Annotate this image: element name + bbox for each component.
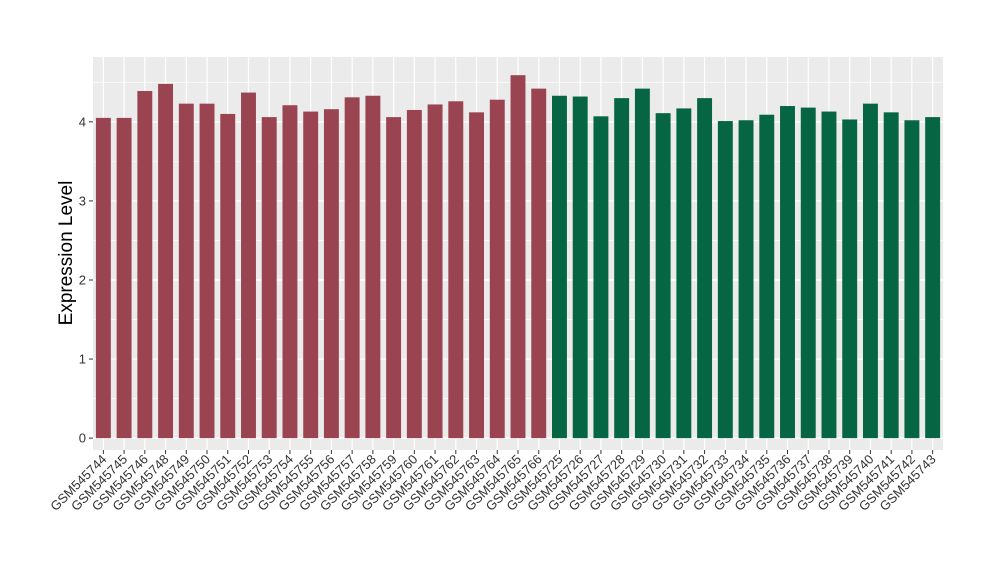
bar-GSM545725 bbox=[552, 95, 567, 439]
bar-GSM545728 bbox=[614, 98, 630, 439]
y-tick-label: 0 bbox=[79, 431, 86, 446]
bar-GSM545738 bbox=[821, 111, 837, 439]
bar-GSM545743 bbox=[925, 117, 941, 439]
bar-GSM545742 bbox=[904, 120, 920, 439]
y-tick-label: 3 bbox=[79, 193, 86, 208]
bar-GSM545731 bbox=[676, 108, 692, 439]
bar-GSM545740 bbox=[862, 103, 878, 439]
bar-GSM545748 bbox=[158, 83, 174, 439]
bar-GSM545749 bbox=[178, 103, 194, 439]
bar-GSM545739 bbox=[842, 119, 858, 439]
bar-GSM545766 bbox=[531, 88, 547, 439]
x-axis: GSM545744GSM545745GSM545746GSM545748GSM5… bbox=[47, 450, 939, 514]
bar-GSM545765 bbox=[510, 75, 526, 439]
bar-GSM545757 bbox=[344, 97, 360, 439]
bar-GSM545764 bbox=[489, 99, 505, 439]
bar-GSM545735 bbox=[759, 114, 775, 439]
bar-GSM545734 bbox=[738, 120, 754, 439]
bar-GSM545730 bbox=[655, 113, 671, 439]
y-tick-label: 4 bbox=[79, 114, 86, 129]
bar-GSM545754 bbox=[282, 105, 298, 439]
bar-GSM545745 bbox=[116, 117, 132, 439]
y-axis-title: Expression Level bbox=[56, 181, 77, 326]
bar-GSM545732 bbox=[697, 98, 713, 439]
bar-GSM545760 bbox=[406, 109, 422, 439]
bar-GSM545752 bbox=[241, 92, 256, 439]
bar-GSM545763 bbox=[469, 112, 484, 439]
y-tick-label: 1 bbox=[79, 352, 86, 367]
bar-GSM545762 bbox=[448, 101, 464, 439]
bar-GSM545744 bbox=[95, 117, 111, 439]
bar-GSM545727 bbox=[593, 116, 609, 439]
bar-GSM545733 bbox=[717, 121, 733, 439]
bar-GSM545755 bbox=[303, 111, 319, 439]
bar-GSM545736 bbox=[780, 106, 795, 439]
bar-GSM545751 bbox=[220, 113, 236, 439]
y-axis: 0 1 2 3 4 bbox=[79, 114, 93, 446]
y-tick-label: 2 bbox=[79, 272, 86, 287]
bar-GSM545746 bbox=[137, 91, 153, 439]
bar-GSM545759 bbox=[386, 117, 402, 439]
bars bbox=[95, 75, 941, 439]
bar-GSM545750 bbox=[199, 103, 215, 439]
bar-GSM545741 bbox=[883, 112, 899, 439]
bar-GSM545753 bbox=[261, 117, 277, 439]
bar-GSM545729 bbox=[634, 88, 650, 439]
bar-GSM545726 bbox=[572, 96, 588, 439]
bar-GSM545737 bbox=[800, 107, 816, 439]
bar-GSM545761 bbox=[427, 104, 443, 439]
bar-GSM545756 bbox=[323, 109, 339, 439]
bar-GSM545758 bbox=[365, 95, 381, 439]
